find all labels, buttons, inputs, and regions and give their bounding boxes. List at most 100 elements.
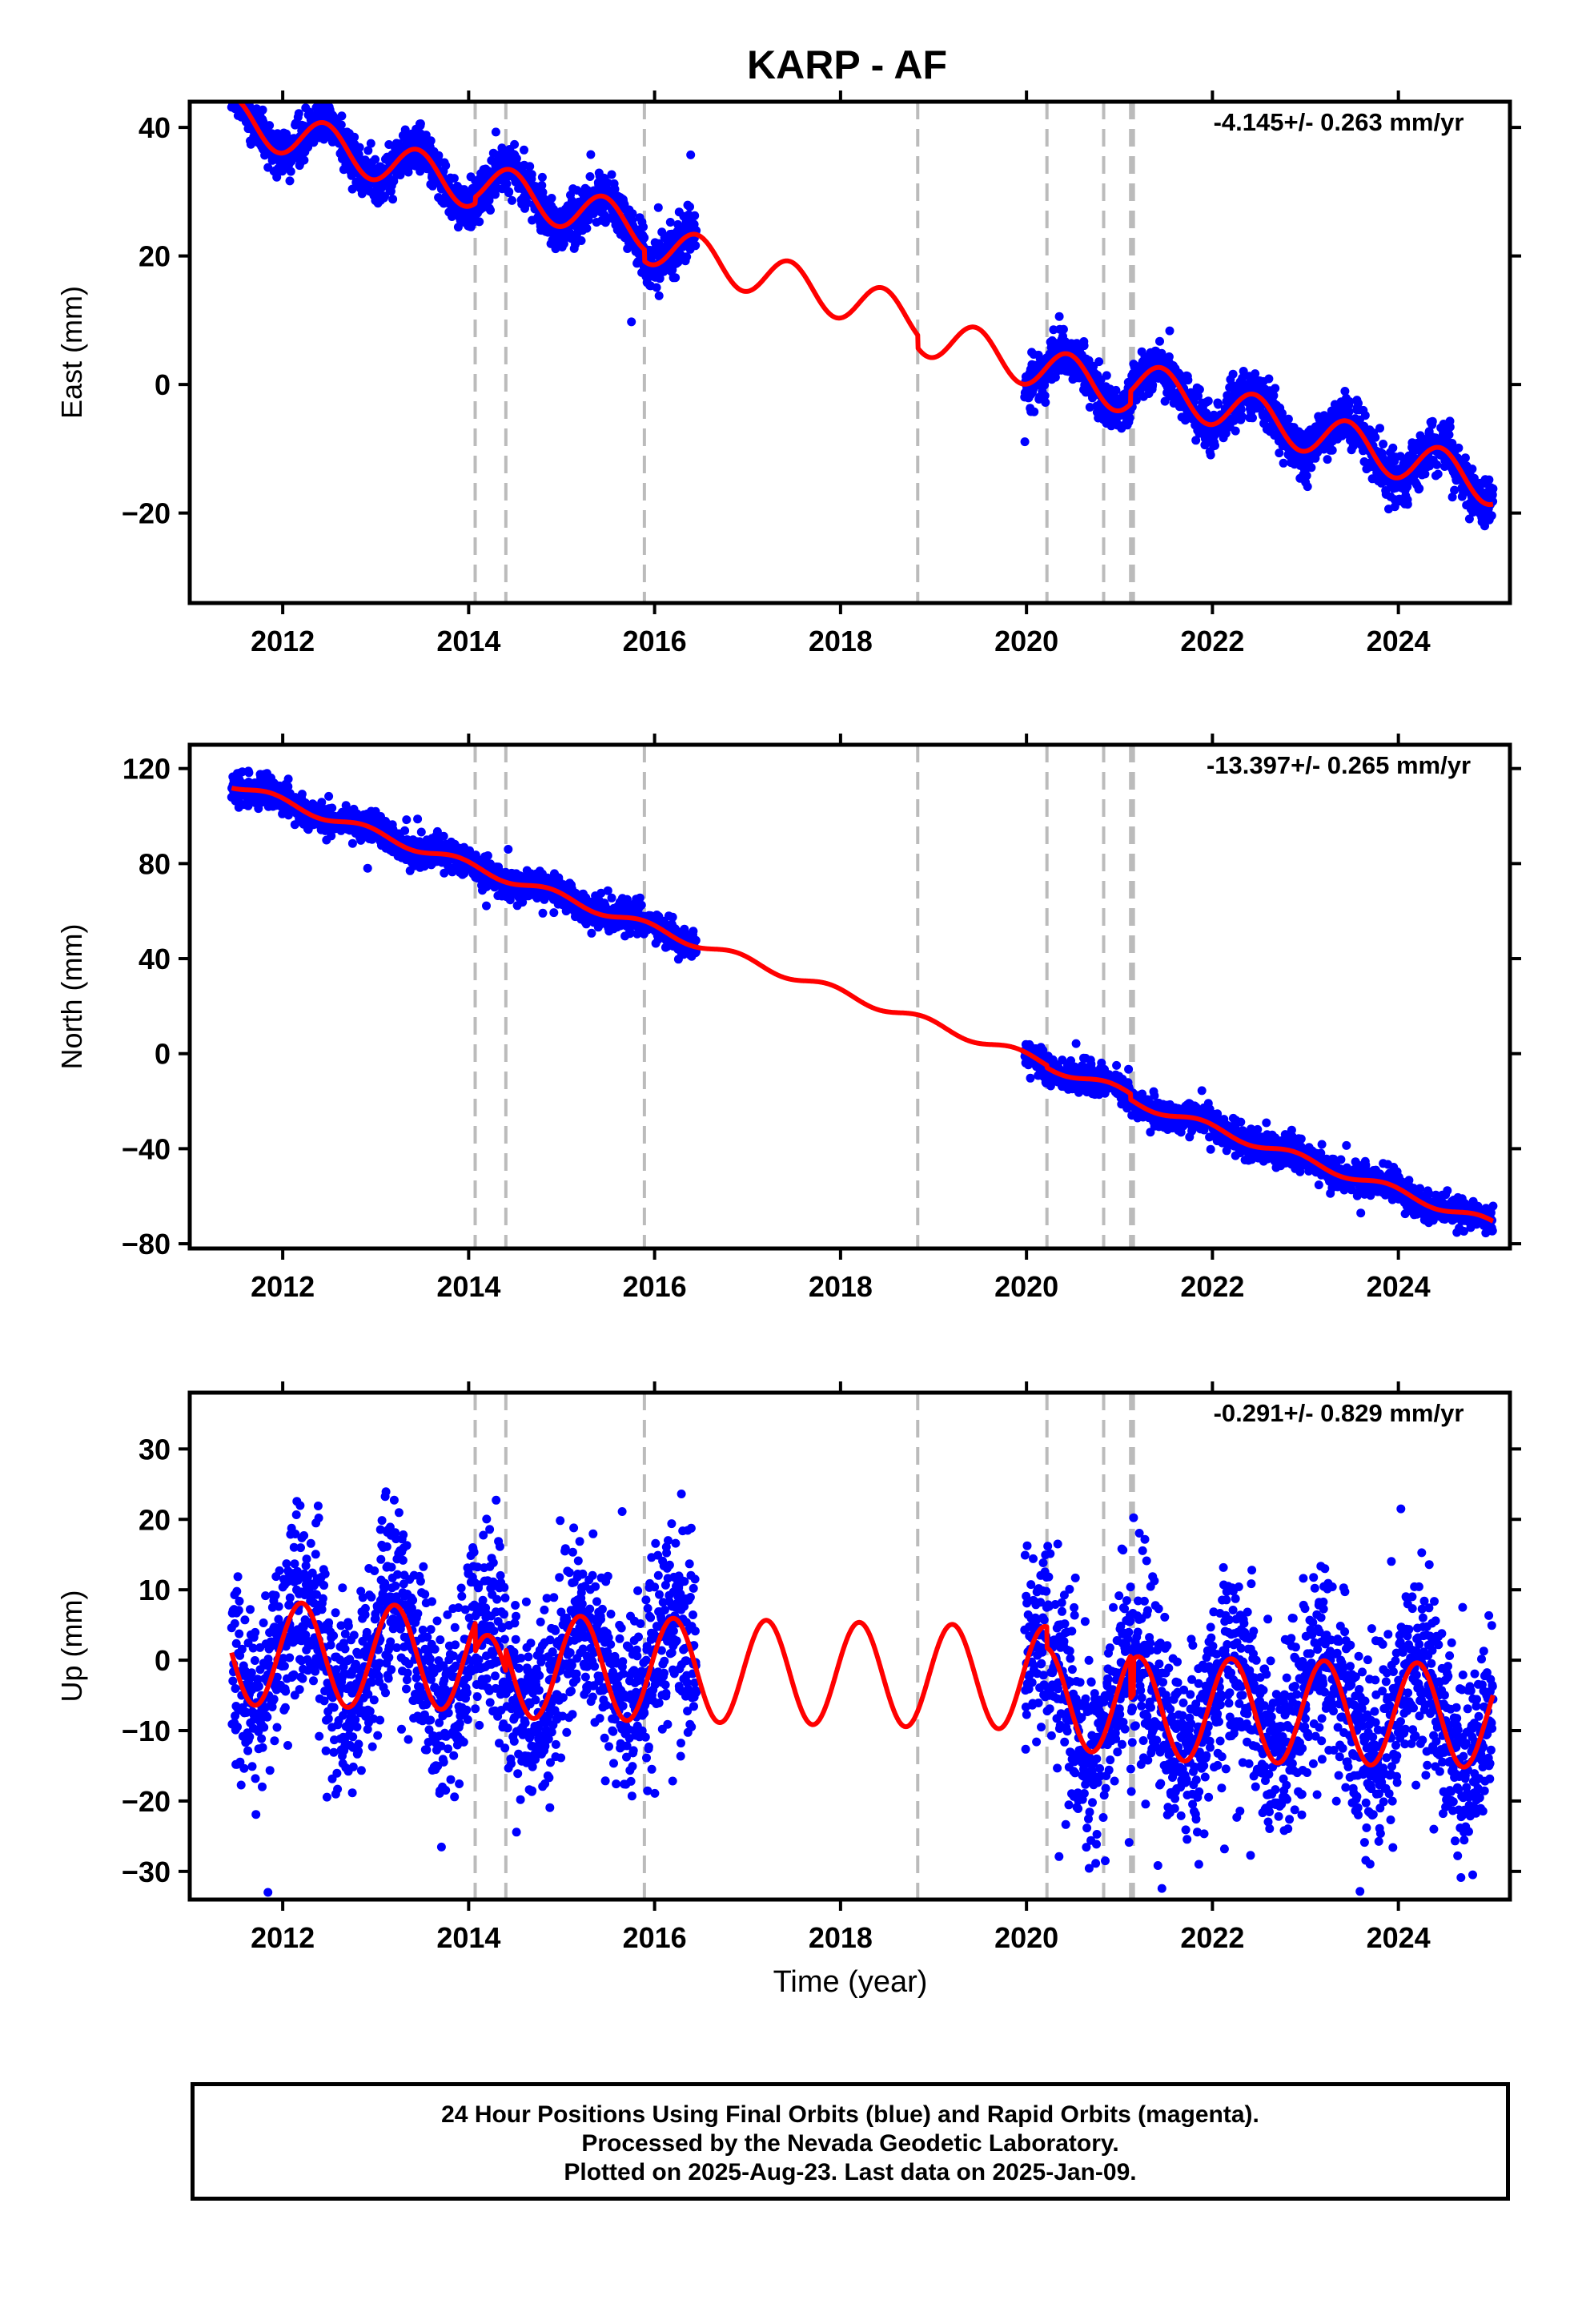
data-point bbox=[1211, 440, 1219, 450]
data-point bbox=[686, 150, 696, 159]
data-point bbox=[441, 161, 451, 171]
data-point bbox=[449, 174, 459, 183]
data-point bbox=[232, 90, 241, 99]
data-point bbox=[1228, 369, 1238, 379]
data-point bbox=[371, 155, 380, 164]
data-point bbox=[1111, 385, 1121, 395]
data-point bbox=[1427, 416, 1437, 426]
y-tick-label: 0 bbox=[155, 368, 171, 401]
x-tick-label: 2018 bbox=[809, 625, 873, 657]
data-point bbox=[1206, 450, 1215, 460]
data-point bbox=[388, 195, 398, 204]
data-point bbox=[1444, 430, 1454, 440]
data-point bbox=[665, 218, 675, 227]
data-point bbox=[244, 90, 253, 99]
data-point bbox=[482, 901, 491, 911]
data-point bbox=[231, 71, 240, 80]
data-point bbox=[229, 81, 238, 90]
data-point bbox=[400, 826, 410, 835]
data-point bbox=[1248, 413, 1257, 423]
data-point bbox=[690, 211, 700, 220]
data-point bbox=[520, 145, 528, 155]
east-panel: 2012 2014 2016 2018 2020 2022 2024−2002040East… bbox=[55, 71, 1521, 657]
data-point bbox=[654, 291, 664, 300]
data-point bbox=[299, 155, 309, 165]
data-point bbox=[1203, 396, 1213, 406]
data-point bbox=[1323, 455, 1332, 464]
data-point bbox=[297, 790, 307, 799]
data-point bbox=[286, 167, 295, 176]
data-point bbox=[1058, 324, 1068, 334]
data-point bbox=[1279, 458, 1288, 468]
data-point bbox=[337, 111, 347, 121]
data-point bbox=[1450, 485, 1460, 495]
data-point bbox=[1307, 463, 1316, 472]
data-point bbox=[1102, 371, 1111, 380]
data-point bbox=[239, 76, 247, 85]
data-point bbox=[636, 900, 646, 910]
data-point bbox=[1165, 326, 1174, 336]
data-point bbox=[363, 863, 372, 873]
data-point bbox=[1460, 453, 1470, 463]
data-point bbox=[439, 831, 448, 841]
data-point bbox=[587, 928, 596, 938]
chart-title: KARP - AF bbox=[747, 42, 947, 87]
x-tick-label: 2014 bbox=[436, 625, 500, 657]
data-point bbox=[236, 86, 245, 94]
data-point bbox=[294, 109, 303, 119]
data-point bbox=[502, 179, 512, 189]
data-point bbox=[512, 154, 521, 163]
x-tick-label: 2020 bbox=[994, 625, 1058, 657]
data-point bbox=[272, 172, 282, 182]
data-point bbox=[324, 791, 334, 801]
data-point bbox=[508, 195, 516, 205]
data-point bbox=[230, 85, 239, 94]
data-point bbox=[1468, 464, 1477, 474]
data-point bbox=[1445, 422, 1455, 432]
data-point bbox=[234, 82, 243, 90]
data-point bbox=[607, 170, 616, 179]
y-tick-label: −20 bbox=[122, 497, 171, 530]
data-point bbox=[576, 236, 586, 245]
data-point bbox=[525, 162, 535, 171]
data-point bbox=[327, 803, 337, 813]
data-point bbox=[384, 140, 394, 149]
data-point bbox=[1079, 341, 1089, 351]
x-tick-label: 2022 bbox=[1180, 625, 1244, 657]
data-point bbox=[426, 136, 436, 146]
data-point bbox=[233, 87, 242, 96]
data-point bbox=[233, 90, 242, 99]
data-point bbox=[285, 176, 295, 186]
data-point bbox=[1388, 443, 1398, 452]
data-point bbox=[582, 223, 592, 233]
data-point bbox=[1283, 414, 1293, 424]
data-point bbox=[607, 893, 616, 903]
data-point bbox=[1432, 460, 1442, 469]
data-point bbox=[402, 815, 412, 825]
data-point bbox=[336, 120, 346, 130]
data-point bbox=[350, 132, 359, 142]
data-point bbox=[585, 172, 595, 181]
data-point bbox=[510, 139, 520, 149]
x-tick-label: 2012 bbox=[251, 625, 315, 657]
data-point bbox=[1041, 398, 1050, 407]
data-point bbox=[504, 845, 513, 854]
data-point bbox=[1026, 1073, 1035, 1083]
data-point bbox=[309, 87, 318, 96]
data-point bbox=[239, 91, 248, 100]
data-point bbox=[491, 190, 500, 199]
data-point bbox=[504, 91, 512, 100]
data-point bbox=[668, 912, 677, 922]
data-point bbox=[475, 217, 484, 227]
data-point bbox=[671, 273, 681, 283]
data-point bbox=[586, 150, 596, 159]
data-point bbox=[1183, 376, 1193, 385]
data-point bbox=[1379, 440, 1388, 448]
data-point bbox=[653, 203, 663, 212]
data-point bbox=[244, 768, 254, 778]
data-point bbox=[1303, 482, 1312, 492]
data-point bbox=[652, 283, 661, 292]
data-point bbox=[231, 73, 240, 82]
data-point bbox=[523, 199, 532, 208]
